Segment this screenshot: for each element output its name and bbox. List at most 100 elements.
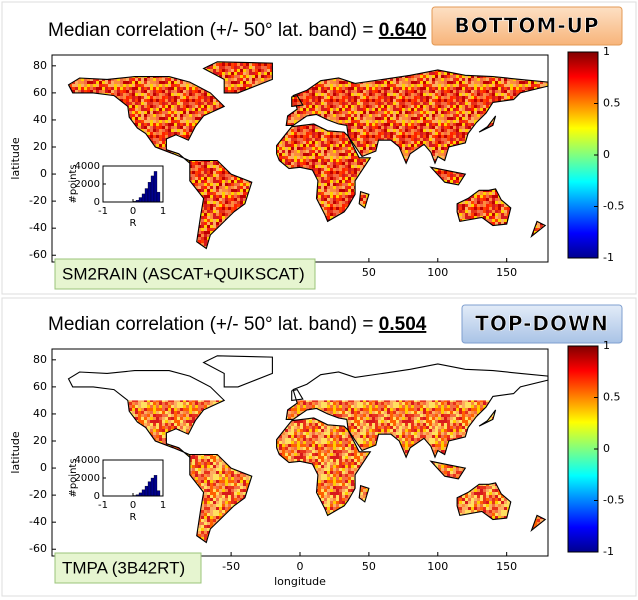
inset-x-label: R [130,218,137,229]
histogram-bar [138,197,143,203]
histogram-bar [156,191,161,203]
land-field [68,76,225,164]
coastline [530,220,547,238]
land-field [189,454,252,543]
inset-x-tick-label: 0 [130,500,136,511]
inset-y-tick-label: 4000 [75,455,100,466]
inset-x-tick-label: 0 [130,206,136,217]
colorbar-tick-label: 1 [603,45,610,58]
y-tick-label: -40 [29,221,47,234]
land-field [203,61,273,93]
y-tick-label: 60 [33,86,47,99]
coastline [67,370,226,458]
land-field [457,188,511,226]
land-field [189,160,252,249]
coastline [358,190,370,209]
y-tick-label: 80 [33,59,47,72]
median-value: 0.504 [379,314,427,335]
y-tick-label: 40 [33,407,47,420]
x-tick-label: 150 [496,560,517,573]
land-field [430,461,466,479]
product-box [54,552,202,584]
land-field [276,418,371,516]
colorbar-tick-label: 0.5 [603,391,621,404]
inset-y-tick-label: 2000 [75,179,100,190]
y-tick-label: -20 [29,488,47,501]
land-field [291,95,303,107]
product-label: TMPA (3B42RT) [62,558,185,577]
y-tick-label: 40 [33,113,47,126]
heading-text: Median correlation (+/- 50° lat. band) = [48,20,379,41]
y-tick-label: -40 [29,515,47,528]
colorbar-tick-label: -0.5 [603,494,624,507]
histogram-bar [150,477,155,497]
colorbar-tick-label: 1 [603,339,610,352]
badge-box [461,304,623,344]
x-tick-label: 50 [362,266,376,279]
land-field [127,400,225,458]
inset-y-tick-label: 0 [94,197,100,208]
y-tick-label: 60 [33,380,47,393]
y-tick-label: 20 [33,434,47,447]
land-field [286,69,548,164]
badge: TOP-DOWN [475,312,609,336]
y-tick-label: 80 [33,353,47,366]
y-tick-label: -20 [29,194,47,207]
y-tick-label: -60 [29,542,47,555]
badge: BOTTOM-UP [454,14,599,38]
coastline [429,460,467,480]
y-tick-label: 20 [33,140,47,153]
badge-box [431,6,623,46]
inset-x-tick-label: -1 [98,206,108,217]
colorbar-tick-label: 0 [603,442,610,455]
x-tick-label: 50 [362,560,376,573]
inset-y-tick-label: 4000 [75,161,100,172]
coastline [291,94,304,108]
y-tick-label: 0 [40,167,47,180]
coastline [189,453,253,544]
inset-y-tick-label: 2000 [75,473,100,484]
colorbar-tick-label: 0 [603,148,610,161]
land-field [457,482,511,520]
inset-x-tick-label: 1 [160,206,166,217]
y-tick-label: -60 [29,248,47,261]
inset-x-tick-label: 1 [160,500,166,511]
land-field [286,400,491,458]
coastline [276,123,372,223]
histogram-bar [147,182,152,203]
colorbar-tick-label: -1 [603,251,614,264]
colorbar-tick-label: -0.5 [603,200,624,213]
colorbar [567,51,599,259]
coastline [478,409,497,427]
x-tick-label: -50 [222,560,240,573]
inset-x-tick-label: -1 [98,500,108,511]
land-field [531,515,546,531]
coastline [358,484,370,503]
coastline [276,417,372,517]
x-tick-label: 150 [496,266,517,279]
colorbar [567,345,599,553]
product-label: SM2RAIN (ASCAT+QUIKSCAT) [62,264,305,283]
histogram-bar [153,171,158,203]
inset-x-label: R [130,512,137,523]
histogram-bar [156,490,161,497]
heading-text: Median correlation (+/- 50° lat. band) = [48,314,379,335]
land-field [479,409,496,427]
histogram-bar [150,175,155,203]
histogram-bar [153,475,158,497]
land-field [531,221,546,237]
x-tick-label: 0 [297,560,304,573]
heading: Median correlation (+/- 50° lat. band) =… [48,20,426,41]
inset-y-label: #points [68,164,79,203]
coastline [189,159,253,250]
land-field [359,485,369,502]
coastline [67,76,226,164]
heading: Median correlation (+/- 50° lat. band) =… [48,314,427,335]
colorbar-tick-label: -1 [603,545,614,558]
x-axis-label: longitude [274,575,326,588]
land-field [479,115,496,133]
land-field [430,167,466,185]
histogram-bar [141,489,146,497]
x-tick-label: 100 [427,266,448,279]
